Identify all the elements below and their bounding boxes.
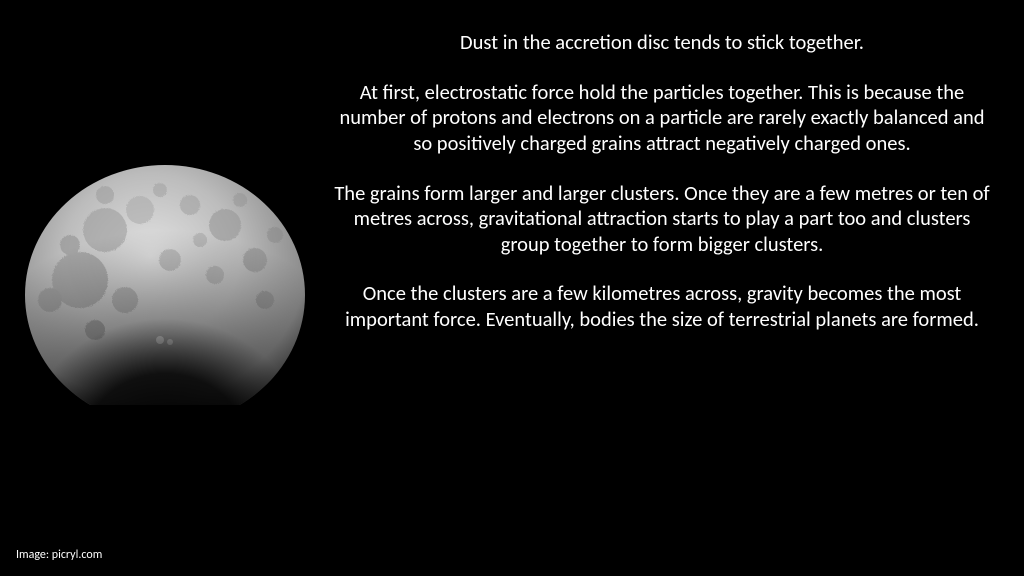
slide-container: Dust in the accretion disc tends to stic… [0,0,1024,576]
slide-paragraph: The grains form larger and larger cluste… [330,181,994,258]
planet-body-icon [10,150,320,440]
slide-paragraph: Dust in the accretion disc tends to stic… [330,30,994,56]
planet-image [10,150,320,440]
slide-text-block: Dust in the accretion disc tends to stic… [330,30,994,357]
slide-paragraph: Once the clusters are a few kilometres a… [330,281,994,332]
image-credit: Image: picryl.com [16,548,102,562]
slide-paragraph: At first, electrostatic force hold the p… [330,80,994,157]
